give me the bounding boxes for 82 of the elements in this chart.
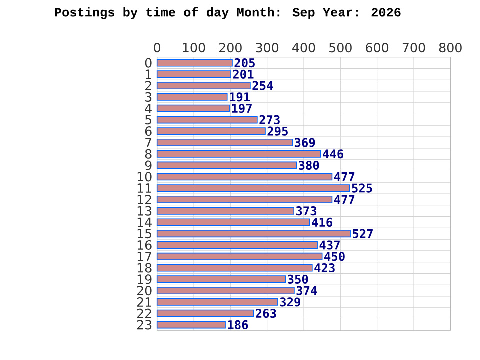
bar <box>156 184 350 192</box>
data-label: 416 <box>312 218 332 228</box>
y-tick-label: 11 <box>138 184 152 193</box>
bar <box>156 104 230 112</box>
data-label: 191 <box>230 92 250 102</box>
bar <box>156 242 318 249</box>
bar <box>156 116 258 124</box>
y-tick-label: 7 <box>146 138 152 148</box>
data-label: 423 <box>314 263 335 273</box>
data-label: 477 <box>334 172 355 182</box>
data-label: 477 <box>334 195 355 204</box>
y-tick-label: 22 <box>137 308 152 318</box>
data-label: 197 <box>232 104 252 114</box>
bar <box>156 128 266 136</box>
y-tick-label: 9 <box>145 160 152 170</box>
bar <box>156 59 233 67</box>
x-tick-label: 400 <box>292 43 316 53</box>
y-tick-label: 5 <box>146 115 152 125</box>
bar <box>156 287 295 295</box>
data-label: 329 <box>280 298 300 307</box>
x-tick-label: 500 <box>330 43 352 53</box>
y-tick-label: 13 <box>138 206 152 216</box>
bar <box>156 218 310 226</box>
y-tick-label: 10 <box>138 172 152 182</box>
bar <box>156 321 226 329</box>
y-tick-label: 15 <box>138 229 152 239</box>
bar <box>156 150 322 158</box>
y-tick-label: 12 <box>138 194 152 204</box>
bar <box>156 162 298 170</box>
bar <box>156 82 251 90</box>
y-tick-label: 16 <box>138 240 152 250</box>
bar <box>156 196 333 204</box>
x-tick-label: 600 <box>366 43 389 53</box>
y-tick-label: 1 <box>146 70 152 80</box>
data-label: 254 <box>252 81 274 90</box>
bar <box>156 93 228 101</box>
y-tick-label: 17 <box>138 252 152 262</box>
x-tick-label: 0 <box>154 43 161 53</box>
data-label: 273 <box>260 115 280 125</box>
data-label: 525 <box>352 184 372 193</box>
data-label: 295 <box>268 126 288 136</box>
y-tick-label: 14 <box>138 218 152 228</box>
data-label: 446 <box>323 150 344 159</box>
y-tick-label: 0 <box>145 58 152 68</box>
bar <box>156 310 254 318</box>
y-tick-label: 4 <box>145 104 152 114</box>
bar <box>156 298 278 306</box>
y-tick-label: 20 <box>137 286 152 296</box>
bar <box>156 230 351 238</box>
y-tick-label: 3 <box>146 92 152 102</box>
bar <box>156 207 294 215</box>
data-label: 450 <box>324 252 345 262</box>
data-label: 369 <box>294 138 316 148</box>
data-label: 380 <box>298 160 320 170</box>
data-label: 205 <box>234 58 255 68</box>
chart-title: Postings by time of day Month: Sep Year: 2026 <box>55 7 401 20</box>
data-label: 373 <box>296 206 317 216</box>
bar <box>156 173 333 181</box>
data-label: 527 <box>352 229 373 238</box>
x-tick-label: 700 <box>402 43 426 53</box>
y-tick-label: 18 <box>138 263 152 273</box>
bar <box>156 276 286 284</box>
x-tick-label: 300 <box>256 43 279 53</box>
x-tick-label: 800 <box>439 43 462 53</box>
bar <box>156 70 232 78</box>
x-tick-label: 100 <box>183 43 206 53</box>
y-tick-label: 2 <box>145 81 152 91</box>
bar <box>156 252 323 260</box>
y-tick-label: 21 <box>137 297 152 307</box>
data-label: 201 <box>233 70 254 79</box>
y-tick-label: 8 <box>145 149 152 159</box>
data-label: 350 <box>288 274 308 284</box>
y-tick-label: 23 <box>137 320 152 330</box>
bar <box>156 139 294 146</box>
y-tick-label: 6 <box>145 126 152 136</box>
x-tick-label: 200 <box>219 43 242 53</box>
data-label: 374 <box>296 286 318 296</box>
y-tick-label: 19 <box>138 274 152 284</box>
bar <box>156 264 313 272</box>
data-label: 263 <box>256 309 276 318</box>
data-label: 186 <box>228 320 248 330</box>
data-label: 437 <box>320 240 340 250</box>
